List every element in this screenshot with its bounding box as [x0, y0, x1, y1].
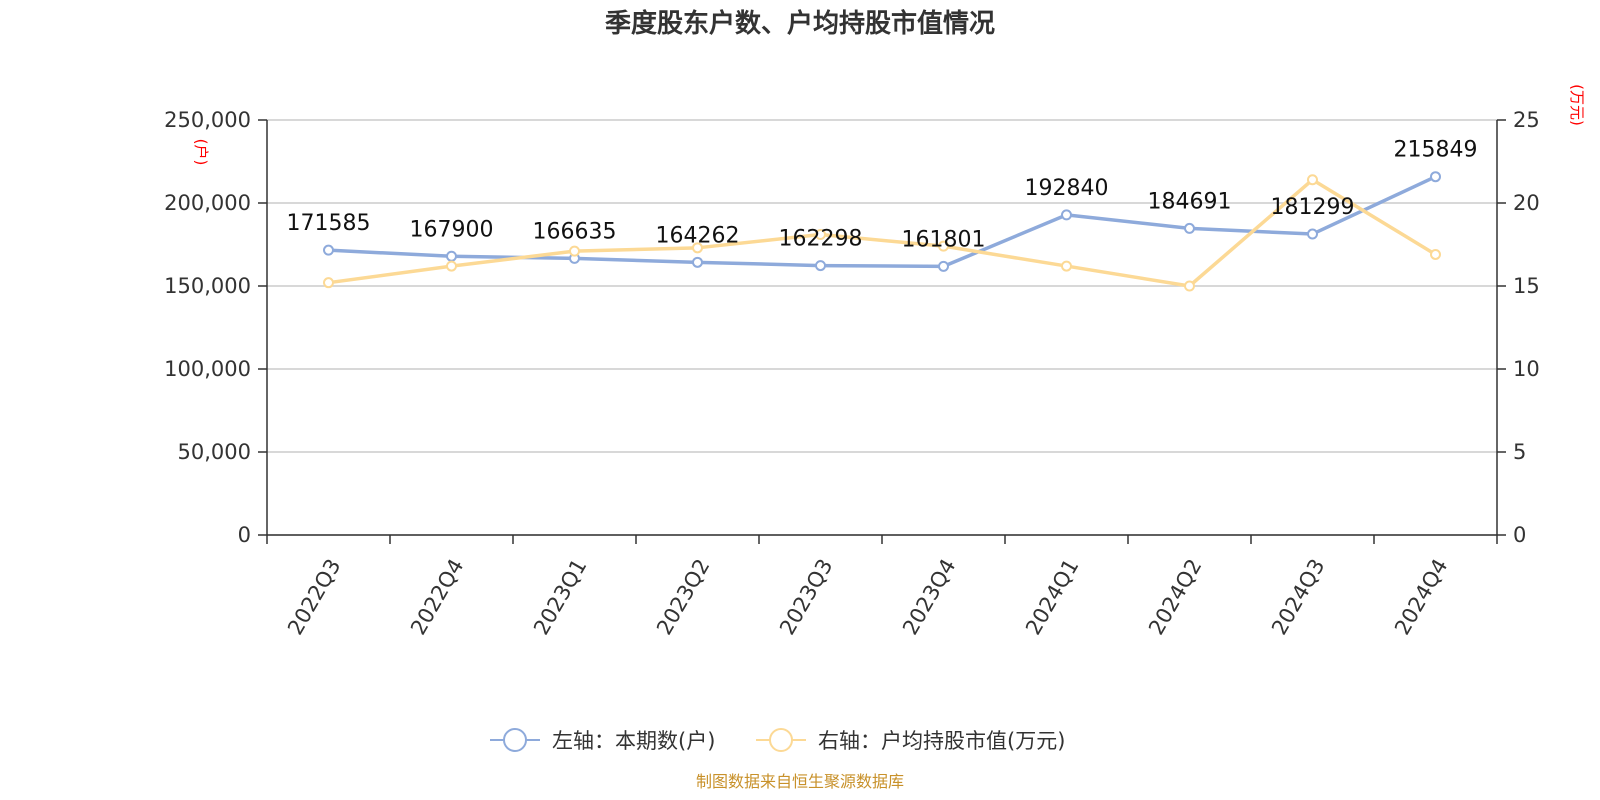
right-axis-unit: (万元)	[1568, 84, 1586, 126]
data-label: 162298	[779, 227, 863, 252]
x-axis-category-label: 2023Q4	[898, 555, 960, 639]
right-axis-tick-label: 15	[1513, 274, 1540, 298]
series-2-point	[938, 240, 949, 252]
data-label: 215849	[1394, 138, 1478, 163]
right-axis-tick-label: 20	[1513, 191, 1540, 215]
series-1-point	[1430, 171, 1441, 183]
series-2-point	[1061, 260, 1072, 272]
right-axis-tick-label: 0	[1513, 523, 1526, 547]
legend-item-label: 右轴：户均持股市值(万元)	[818, 729, 1065, 753]
data-label: 171585	[287, 211, 371, 236]
data-label: 181299	[1271, 195, 1355, 220]
right-axis-tick-label: 25	[1513, 108, 1540, 132]
series-1-point	[1061, 209, 1072, 221]
left-axis-tick-label: 150,000	[164, 274, 251, 298]
series-2-point	[1184, 280, 1195, 292]
data-label: 192840	[1025, 176, 1109, 201]
series-line-1	[328, 175, 1437, 269]
series-2-point	[1430, 248, 1441, 260]
right-axis-tick-label: 10	[1513, 357, 1540, 381]
series-1-point	[1184, 222, 1195, 234]
axes: 0 50,000 100,000 150,000 200,000 250,000 0 5 10 1…	[164, 108, 1540, 639]
left-axis-tick-label: 100,000	[164, 357, 251, 381]
series-line-2	[328, 178, 1437, 288]
series-2-point	[323, 277, 334, 289]
series-2-point	[1307, 174, 1318, 186]
data-label: 161801	[902, 227, 986, 252]
x-axis-category-label: 2023Q3	[775, 555, 837, 639]
legend[interactable]: 左轴：本期数(户) 右轴：户均持股市值(万元)	[490, 728, 1065, 753]
x-axis-category-label: 2024Q2	[1144, 555, 1206, 639]
x-axis-category-label: 2024Q3	[1267, 555, 1329, 639]
series-1-point	[938, 260, 949, 272]
series-2-point	[446, 260, 457, 272]
data-labels: 171585 167900 166635 164262 162298 161801 1928…	[287, 138, 1478, 253]
series-2-point	[692, 242, 703, 254]
x-axis-category-label: 2023Q1	[529, 555, 591, 639]
series-1-point	[692, 256, 703, 268]
series-lines	[323, 171, 1441, 292]
legend-swatch-marker	[503, 728, 527, 752]
data-label: 184691	[1148, 189, 1232, 214]
x-axis-category-label: 2024Q4	[1390, 555, 1452, 639]
x-axis-category-label: 2022Q3	[283, 555, 345, 639]
series-2-point	[815, 229, 826, 241]
x-axis-category-label: 2023Q2	[652, 555, 714, 639]
legend-swatch-marker	[769, 728, 793, 752]
series-1-point	[1307, 228, 1318, 240]
data-label: 167900	[410, 217, 494, 242]
left-axis-tick-label: 50,000	[178, 440, 251, 464]
x-axis-category-label: 2024Q1	[1021, 555, 1083, 639]
left-axis-tick-label: 0	[238, 523, 251, 547]
x-axis-category-label: 2022Q4	[406, 555, 468, 639]
series-1-point	[446, 250, 457, 262]
data-label: 164262	[656, 223, 740, 248]
left-axis-tick-label: 200,000	[164, 191, 251, 215]
legend-item-label: 左轴：本期数(户)	[552, 729, 715, 753]
left-axis-tick-label: 250,000	[164, 108, 251, 132]
series-1-point	[815, 260, 826, 272]
source-note: 制图数据来自恒生聚源数据库	[696, 772, 904, 791]
left-axis-unit: (户)	[192, 139, 210, 166]
series-2-point	[569, 245, 580, 257]
data-label: 166635	[533, 219, 617, 244]
series-1-point	[323, 244, 334, 256]
right-axis-tick-label: 5	[1513, 440, 1526, 464]
chart-title: 季度股东户数、户均持股市值情况	[605, 8, 995, 39]
